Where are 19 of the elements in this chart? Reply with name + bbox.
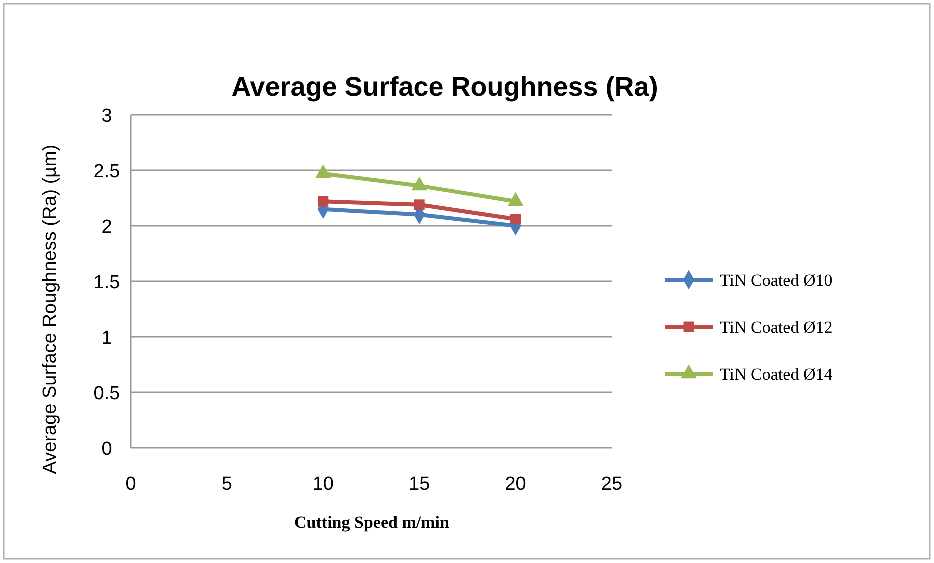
- y-tick-label: 1.5: [94, 272, 120, 294]
- y-tick-label: 0: [102, 439, 112, 460]
- x-tick-label: 5: [222, 474, 232, 495]
- x-tick-label: 0: [126, 474, 136, 495]
- y-tick-label: 3: [102, 106, 112, 127]
- x-tick-label: 20: [505, 474, 526, 495]
- y-tick-label: 2: [102, 217, 112, 238]
- legend-label: TiN Coated Ø12: [720, 318, 833, 337]
- y-tick-label: 0.5: [94, 384, 120, 404]
- x-tick-label: 15: [409, 474, 430, 495]
- y-tick-label: 2.5: [94, 162, 120, 182]
- y-axis-title: Average Surface Roughness (Ra) (µm): [40, 144, 61, 474]
- x-tick-label: 10: [312, 474, 334, 495]
- legend-label: TiN Coated Ø14: [720, 365, 834, 384]
- legend-label: TiN Coated Ø10: [720, 271, 833, 290]
- y-tick-label: 1: [102, 328, 112, 349]
- chart-title: Average Surface Roughness (Ra): [232, 72, 658, 102]
- x-tick-label: 25: [601, 474, 623, 495]
- x-axis-title: Cutting Speed m/min: [294, 513, 450, 532]
